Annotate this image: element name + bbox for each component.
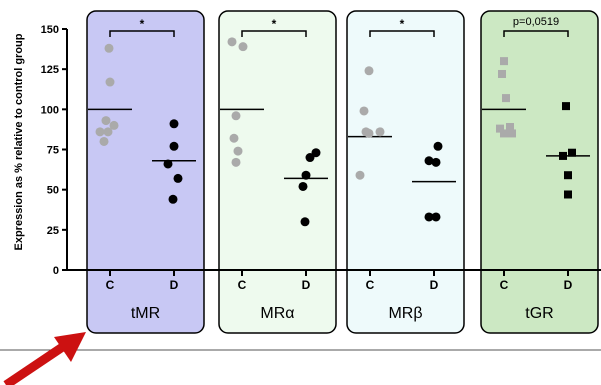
panel-label: tMR [131,305,160,322]
panels-layer [86,10,599,334]
data-point-control [95,127,105,137]
data-point-control [238,42,248,52]
data-point-control [502,94,510,103]
red-arrow-icon [3,332,86,385]
significance-bracket [369,30,435,37]
data-point-control [104,43,114,53]
data-point-disease [564,190,572,199]
data-point-disease [311,148,321,158]
data-point-control [233,146,243,156]
data-point-control [359,106,369,116]
data-point-disease [300,217,310,227]
data-point-control [99,136,109,146]
x-tick-label: C [238,278,247,292]
data-point-control [364,66,374,76]
significance-bracket [109,30,175,37]
data-point-disease [424,212,434,222]
data-point-control [364,128,374,138]
data-point-control [498,69,506,78]
x-tick-label: D [170,278,179,292]
data-point-disease [298,181,308,191]
significance-label: * [400,17,405,31]
panel-box [346,10,465,334]
panel-label: MRα [260,305,294,322]
data-point-control [109,120,119,130]
x-tick-label: D [302,278,311,292]
y-tick-label: 0 [53,265,59,277]
y-axis-label: Expression as % relative to control grou… [13,33,25,250]
data-point-disease [433,141,443,151]
data-point-control [506,123,514,132]
data-point-disease [301,170,311,180]
x-tick-label: D [430,278,439,292]
significance-label: * [140,17,145,31]
data-point-control [375,127,385,137]
data-point-control [105,77,115,87]
data-point-disease [168,194,178,204]
significance-label: p=0,0519 [513,16,559,28]
data-points-layer [95,37,576,227]
data-point-disease [568,148,576,157]
y-tick-label: 100 [41,104,59,116]
significance-bracket [503,30,569,37]
data-point-control [500,129,508,138]
panel-box [86,10,205,334]
data-point-control [103,127,113,137]
data-point-disease [169,141,179,151]
data-point-disease [564,171,572,180]
significance-label: * [272,17,277,31]
data-point-control [231,111,241,121]
panel-box [218,10,337,334]
data-point-control [231,157,241,167]
data-point-disease [305,153,315,163]
x-tick-label: D [564,278,573,292]
panel-label: MRβ [388,305,422,322]
data-point-control [355,170,365,180]
data-point-control [101,116,111,126]
data-point-disease [431,212,441,222]
data-point-disease [559,151,567,160]
y-tick-label: 125 [41,64,59,76]
data-point-control [500,57,508,66]
data-point-control [229,133,239,143]
data-point-disease [424,156,434,166]
y-tick-label: 50 [47,185,59,197]
significance-bracket [241,30,307,37]
y-tick-label: 25 [47,225,59,237]
data-point-disease [562,102,570,111]
data-point-disease [163,159,173,169]
x-tick-label: C [500,278,509,292]
panel-box [480,10,599,334]
data-point-disease [431,157,441,167]
y-tick-label: 75 [47,145,59,157]
panel-label: tGR [525,305,553,322]
data-point-control [496,124,504,133]
y-tick-label: 150 [41,24,59,36]
data-point-disease [173,173,183,183]
data-point-control [508,129,516,138]
data-point-control [227,37,237,47]
x-tick-label: C [106,278,115,292]
data-point-disease [169,119,179,129]
x-tick-label: C [366,278,375,292]
